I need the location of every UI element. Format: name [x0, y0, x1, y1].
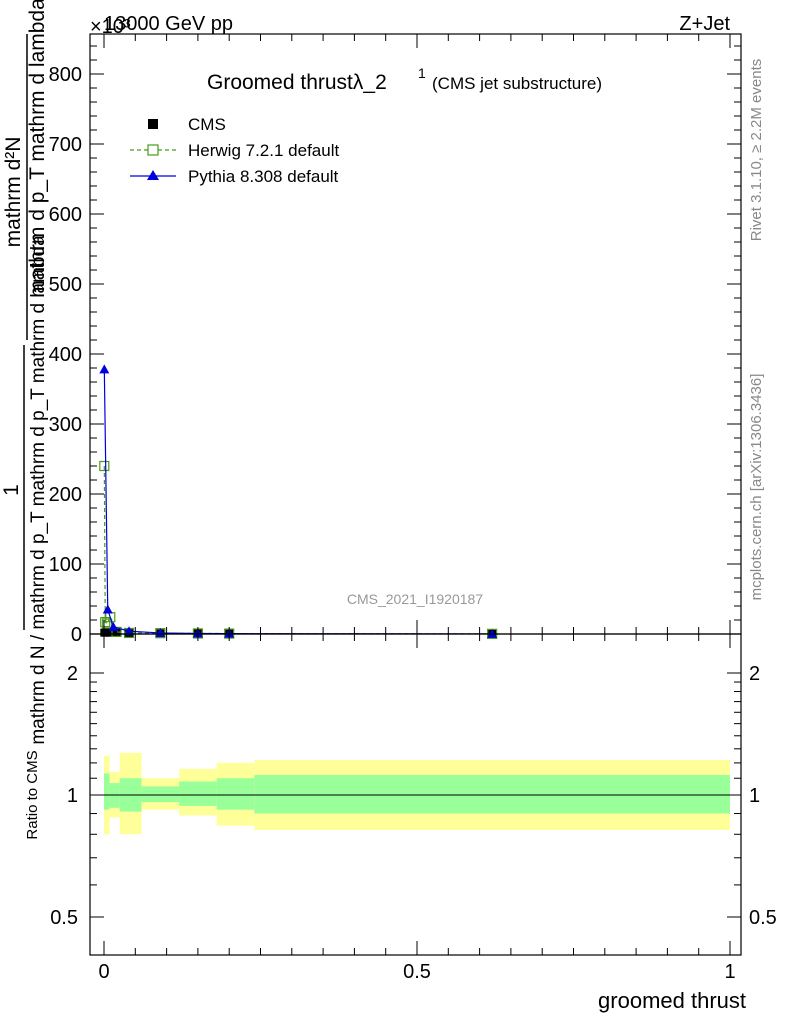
ratio-y-tick-label: 2: [67, 663, 78, 685]
legend-marker-pythia: [147, 170, 159, 180]
title-superscript: 1: [418, 65, 426, 81]
series-line-1: [103, 465, 493, 635]
data-point-pythia: [155, 627, 166, 637]
watermark: CMS_2021_I1920187: [347, 591, 483, 607]
ratio-band-inner: [179, 781, 217, 806]
y-axis-label: mathrm d²N mathrm d p_T mathrm d lambda 1 m…: [0, 0, 49, 745]
data-point-pythia: [99, 364, 110, 374]
data-point-cms: [112, 628, 121, 637]
x-tick-label: 0: [98, 961, 109, 983]
ratio-band-inner: [254, 775, 731, 814]
x-tick-label: 0.5: [403, 961, 431, 983]
ratio-band-inner: [216, 778, 255, 810]
ratio-band-inner: [104, 773, 110, 810]
ratio-y-tick-label-right: 2: [749, 663, 760, 685]
exponent-label: ×10³: [90, 16, 131, 38]
x-axis-label: groomed thrust: [598, 988, 746, 1013]
data-point-pythia: [102, 604, 113, 614]
data-point-herwig: [99, 460, 110, 472]
data-point-pythia: [124, 626, 135, 636]
chart-text: 13000 GeV pp ×10³ Z+Jet CMS_2021_I192018…: [24, 13, 765, 1013]
ratio-band-inner: [141, 786, 180, 803]
title-main: Groomed thrustλ_2: [207, 71, 387, 94]
y-tick-label: 200: [49, 484, 82, 506]
series-group: [99, 364, 498, 639]
y-tick-label: 700: [49, 134, 82, 156]
x-axis-ticks: 0 0.5 1: [98, 34, 736, 983]
y-tick-label: 0: [71, 624, 82, 646]
process-label: Z+Jet: [679, 13, 730, 35]
y-tick-label: 800: [49, 64, 82, 86]
x-tick-label: 1: [724, 961, 735, 983]
ratio-bands: [104, 752, 731, 835]
ylabel-numerator: mathrm d²N: [2, 137, 25, 248]
legend: CMS Herwig 7.2.1 default Pythia 8.308 defa…: [130, 115, 339, 186]
plot-title: Groomed thrustλ_2 1 (CMS jet substructure): [207, 65, 602, 94]
y-axis-ticks: 0 100 200 300 400 500 600 700 800: [49, 45, 741, 646]
ylabel-denominator: mathrm d p_T mathrm d lambda: [26, 0, 49, 298]
ratio-y-tick-label-right: 1: [749, 785, 760, 807]
legend-label: Herwig 7.2.1 default: [188, 141, 339, 160]
ylabel-outer-denominator: mathrm d N / mathrm d p_T mathrm d p_T m…: [28, 235, 49, 745]
legend-label: Pythia 8.308 default: [188, 167, 339, 186]
ratio-y-tick-label: 1: [67, 785, 78, 807]
y-tick-label: 400: [49, 344, 82, 366]
legend-marker-cms: [148, 119, 158, 129]
energy-label: 13000 GeV pp: [104, 13, 233, 35]
data-point-herwig: [102, 618, 113, 629]
ratio-plot: 0 0.5 10.5 0.51 12 2: [50, 34, 777, 983]
legend-marker-herwig: [147, 144, 159, 156]
ylabel-one: 1: [0, 484, 23, 496]
y-tick-label: 500: [49, 274, 82, 296]
y-tick-label: 300: [49, 414, 82, 436]
ratio-ylabel: Ratio to CMS: [24, 750, 41, 839]
legend-label: CMS: [188, 115, 226, 134]
y-tick-label: 100: [49, 554, 82, 576]
ratio-y-tick-label-right: 0.5: [749, 907, 777, 929]
y-tick-label: 600: [49, 204, 82, 226]
ratio-y-ticks: 0.5 0.5 1 1 2 2: [50, 663, 777, 929]
ratio-y-tick-label: 0.5: [50, 907, 78, 929]
data-point-cms: [106, 628, 115, 637]
title-subtitle: (CMS jet substructure): [432, 74, 602, 93]
main-plot: 0 100 200 300 400 500 600 700 800 Groomed thrustλ…: [0, 0, 742, 745]
rivet-label: Rivet 3.1.10, ≥ 2.2M events: [748, 59, 765, 242]
data-point-pythia: [108, 622, 119, 631]
mcplots-label: mcplots.cern.ch [arXiv:1306.3436]: [748, 374, 765, 601]
